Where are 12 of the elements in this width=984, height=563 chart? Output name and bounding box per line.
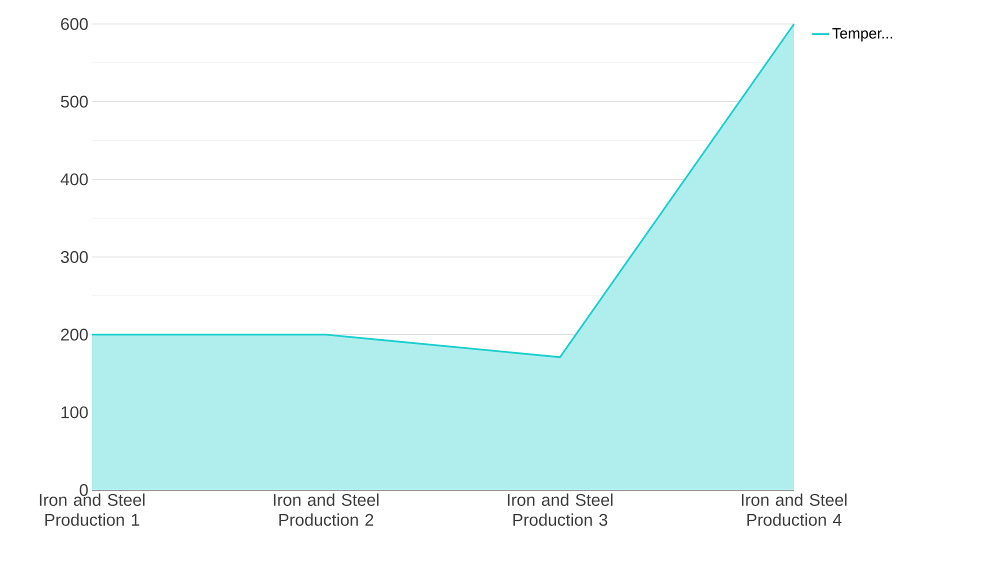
y-tick-label: 300: [60, 250, 88, 263]
y-tick-label: 500: [60, 96, 88, 108]
x-tick-label: Iron and Steel Production 2: [274, 494, 379, 526]
y-tick-label: 100: [62, 406, 88, 418]
y-tick-label: 0: [80, 484, 88, 496]
x-tick-label: Iron and Steel Production 4: [742, 494, 847, 526]
legend-label: Temper...: [832, 28, 892, 42]
x-tick-label: Iron and Steel Production 1: [40, 494, 145, 526]
y-tick-label: 600: [61, 18, 88, 30]
x-tick-label: Iron and Steel Production 3: [508, 494, 613, 526]
y-tick-label: 400: [60, 173, 88, 186]
y-tick-label: 200: [61, 328, 88, 341]
